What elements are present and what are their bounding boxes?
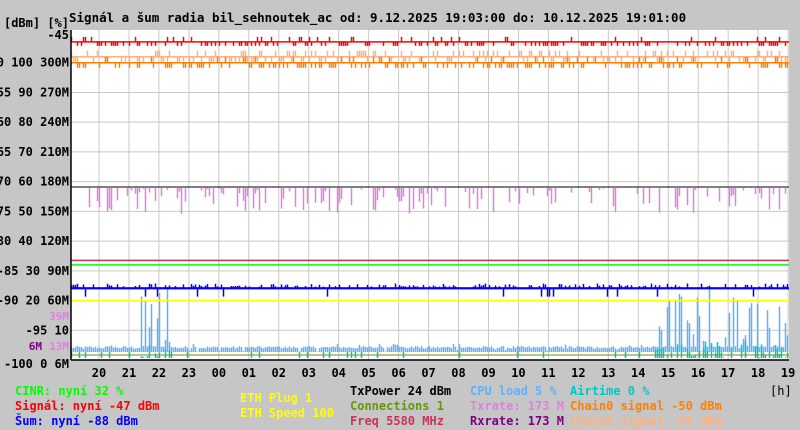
y-tick-label: -55 90 270M [0, 85, 69, 99]
x-tick-label: 21 [122, 366, 136, 380]
y-tick-label: -85 30 90M [0, 264, 69, 278]
legend-chain0: Chain0 signal -50 dBm [570, 399, 722, 413]
legend-signal: Signál: nyní -47 dBm [15, 399, 160, 413]
x-tick-label: 23 [182, 366, 196, 380]
x-tick-label: 19 [781, 366, 795, 380]
y-tick-label: -65 70 210M [0, 145, 69, 159]
chart-title: Signál a šum radia bil_sehnoutek_ac od: … [69, 10, 687, 25]
y-tick-label: -80 40 120M [0, 234, 69, 248]
y-tick-label: -75 50 150M [0, 204, 69, 218]
y-tick-label: -100 0 6M [4, 357, 69, 371]
x-tick-label: 10 [511, 366, 525, 380]
x-tick-label: 06 [391, 366, 405, 380]
x-tick-label: 11 [541, 366, 555, 380]
rate-mark-label: 6M [29, 340, 43, 353]
legend-txpower: TxPower 24 dBm [350, 384, 452, 398]
legend-noise: Šum: nyní -88 dBm [15, 414, 138, 428]
y-axis-units: [dBm] [%] [4, 16, 69, 30]
y-tick-label: -70 60 180M [0, 175, 69, 189]
x-tick-label: 03 [301, 366, 315, 380]
legend-connections: Connections 1 [350, 399, 444, 413]
x-tick-label: 16 [691, 366, 705, 380]
y-tick-label: -90 20 60M [0, 294, 69, 308]
legend-cpu: CPU load 5 % [470, 384, 557, 398]
legend-rxrate: Rxrate: 173 M [470, 414, 564, 428]
x-tick-label: 01 [242, 366, 256, 380]
x-tick-label: 18 [751, 366, 765, 380]
x-tick-label: 17 [721, 366, 735, 380]
legend-freq: Freq 5580 MHz [350, 414, 444, 428]
x-tick-label: 22 [152, 366, 166, 380]
legend-eth-speed: ETH Speed 100 [240, 406, 334, 420]
legend-airtime: Airtime 0 % [570, 384, 650, 398]
x-tick-label: 00 [212, 366, 226, 380]
x-tick-label: 09 [481, 366, 495, 380]
x-tick-label: 12 [571, 366, 585, 380]
y-tick-label: -95 10 [26, 323, 69, 337]
x-tick-label: 13 [601, 366, 615, 380]
y-tick-label: -45 [47, 28, 69, 42]
x-tick-label: 07 [421, 366, 435, 380]
rate-mark-label: 39M [49, 310, 69, 323]
legend-cinr: CINR: nyní 32 % [15, 384, 124, 398]
x-tick-label: 08 [451, 366, 465, 380]
series-chain0 [76, 56, 789, 68]
x-tick-label: 15 [661, 366, 675, 380]
x-tick-label: 20 [92, 366, 106, 380]
x-tick-label: 02 [272, 366, 286, 380]
x-tick-label: 04 [331, 366, 345, 380]
y-tick-label: -60 80 240M [0, 115, 69, 129]
x-tick-label: 14 [631, 366, 645, 380]
legend-chain1: Chain1 signal -50 dBm [570, 414, 722, 428]
x-tick-label: 05 [361, 366, 375, 380]
series-txrate [88, 188, 787, 214]
legend-eth-plug: ETH Plug 1 [240, 391, 313, 405]
legend-txrate: Txrate: 173 M [470, 399, 564, 413]
y-tick-label: -50 100 300M [0, 56, 69, 70]
rate-mark-label: 13M [49, 340, 69, 353]
x-axis-unit: [h] [770, 384, 792, 398]
